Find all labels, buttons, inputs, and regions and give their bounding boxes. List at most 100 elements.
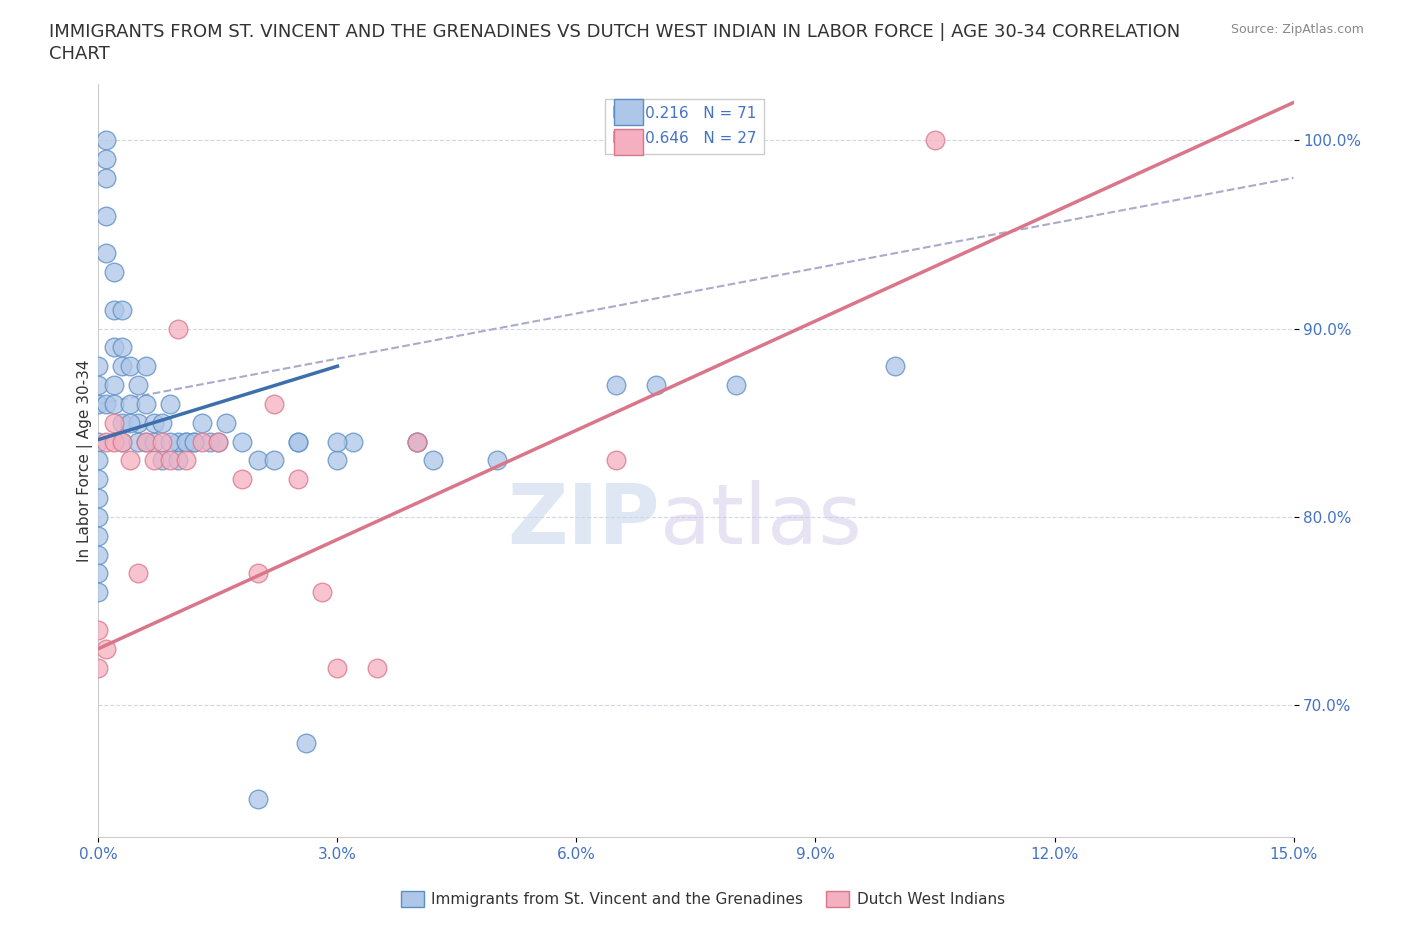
- Point: [246, 453, 269, 468]
- Point: [96, 152, 118, 166]
- Point: [87, 453, 110, 468]
- Point: [87, 472, 110, 486]
- Point: [96, 642, 118, 657]
- Point: [120, 359, 142, 374]
- Point: [174, 434, 197, 449]
- FancyBboxPatch shape: [613, 129, 644, 155]
- Point: [111, 302, 134, 317]
- Point: [406, 434, 429, 449]
- Point: [150, 453, 173, 468]
- Point: [167, 321, 190, 336]
- Point: [96, 396, 118, 411]
- Point: [150, 434, 173, 449]
- Point: [87, 490, 110, 505]
- Point: [111, 434, 134, 449]
- Point: [96, 246, 118, 260]
- Point: [120, 415, 142, 430]
- FancyBboxPatch shape: [613, 99, 644, 126]
- Point: [326, 660, 349, 675]
- Point: [724, 378, 747, 392]
- Point: [159, 453, 181, 468]
- Point: [127, 565, 149, 580]
- Point: [174, 453, 197, 468]
- Point: [207, 434, 229, 449]
- Point: [135, 396, 157, 411]
- Point: [87, 359, 110, 374]
- Point: [87, 396, 110, 411]
- Text: R = 0.216   N = 71
R = 0.646   N = 27: R = 0.216 N = 71 R = 0.646 N = 27: [613, 106, 756, 146]
- Point: [103, 339, 125, 354]
- Point: [287, 472, 309, 486]
- Point: [96, 133, 118, 148]
- Point: [645, 378, 668, 392]
- Point: [183, 434, 205, 449]
- Point: [96, 208, 118, 223]
- Point: [174, 434, 197, 449]
- Point: [135, 434, 157, 449]
- Point: [198, 434, 221, 449]
- Point: [87, 434, 110, 449]
- Point: [294, 736, 316, 751]
- Point: [96, 170, 118, 185]
- Point: [215, 415, 238, 430]
- Point: [605, 378, 627, 392]
- Legend: Immigrants from St. Vincent and the Grenadines, Dutch West Indians: Immigrants from St. Vincent and the Gren…: [395, 884, 1011, 913]
- Point: [111, 339, 134, 354]
- Point: [127, 415, 149, 430]
- Point: [246, 565, 269, 580]
- Point: [485, 453, 508, 468]
- Point: [246, 791, 269, 806]
- Point: [143, 415, 166, 430]
- Point: [103, 264, 125, 279]
- Point: [87, 622, 110, 637]
- Point: [143, 453, 166, 468]
- Point: [103, 434, 125, 449]
- Point: [263, 396, 285, 411]
- Point: [326, 453, 349, 468]
- Point: [311, 585, 333, 600]
- Point: [120, 396, 142, 411]
- Point: [924, 133, 946, 148]
- Point: [605, 453, 627, 468]
- Text: Source: ZipAtlas.com: Source: ZipAtlas.com: [1230, 23, 1364, 36]
- Point: [207, 434, 229, 449]
- Point: [96, 434, 118, 449]
- Point: [87, 510, 110, 525]
- Point: [159, 434, 181, 449]
- Point: [143, 434, 166, 449]
- Point: [111, 415, 134, 430]
- Point: [150, 415, 173, 430]
- Point: [231, 472, 253, 486]
- Point: [342, 434, 364, 449]
- Point: [287, 434, 309, 449]
- Point: [884, 359, 907, 374]
- Point: [111, 434, 134, 449]
- Point: [159, 396, 181, 411]
- Point: [87, 660, 110, 675]
- Point: [87, 378, 110, 392]
- Point: [103, 396, 125, 411]
- Point: [120, 453, 142, 468]
- Point: [231, 434, 253, 449]
- Text: atlas: atlas: [661, 480, 862, 561]
- Point: [87, 565, 110, 580]
- Text: CHART: CHART: [49, 45, 110, 62]
- Point: [103, 378, 125, 392]
- Point: [127, 378, 149, 392]
- Point: [87, 547, 110, 562]
- Point: [103, 302, 125, 317]
- Point: [191, 415, 214, 430]
- Point: [87, 585, 110, 600]
- Point: [127, 434, 149, 449]
- Point: [135, 359, 157, 374]
- Point: [406, 434, 429, 449]
- Text: ZIP: ZIP: [508, 480, 661, 561]
- Point: [422, 453, 444, 468]
- Point: [87, 528, 110, 543]
- Point: [103, 415, 125, 430]
- Text: IMMIGRANTS FROM ST. VINCENT AND THE GRENADINES VS DUTCH WEST INDIAN IN LABOR FOR: IMMIGRANTS FROM ST. VINCENT AND THE GREN…: [49, 23, 1181, 41]
- Point: [406, 434, 429, 449]
- Point: [191, 434, 214, 449]
- Point: [263, 453, 285, 468]
- Point: [167, 434, 190, 449]
